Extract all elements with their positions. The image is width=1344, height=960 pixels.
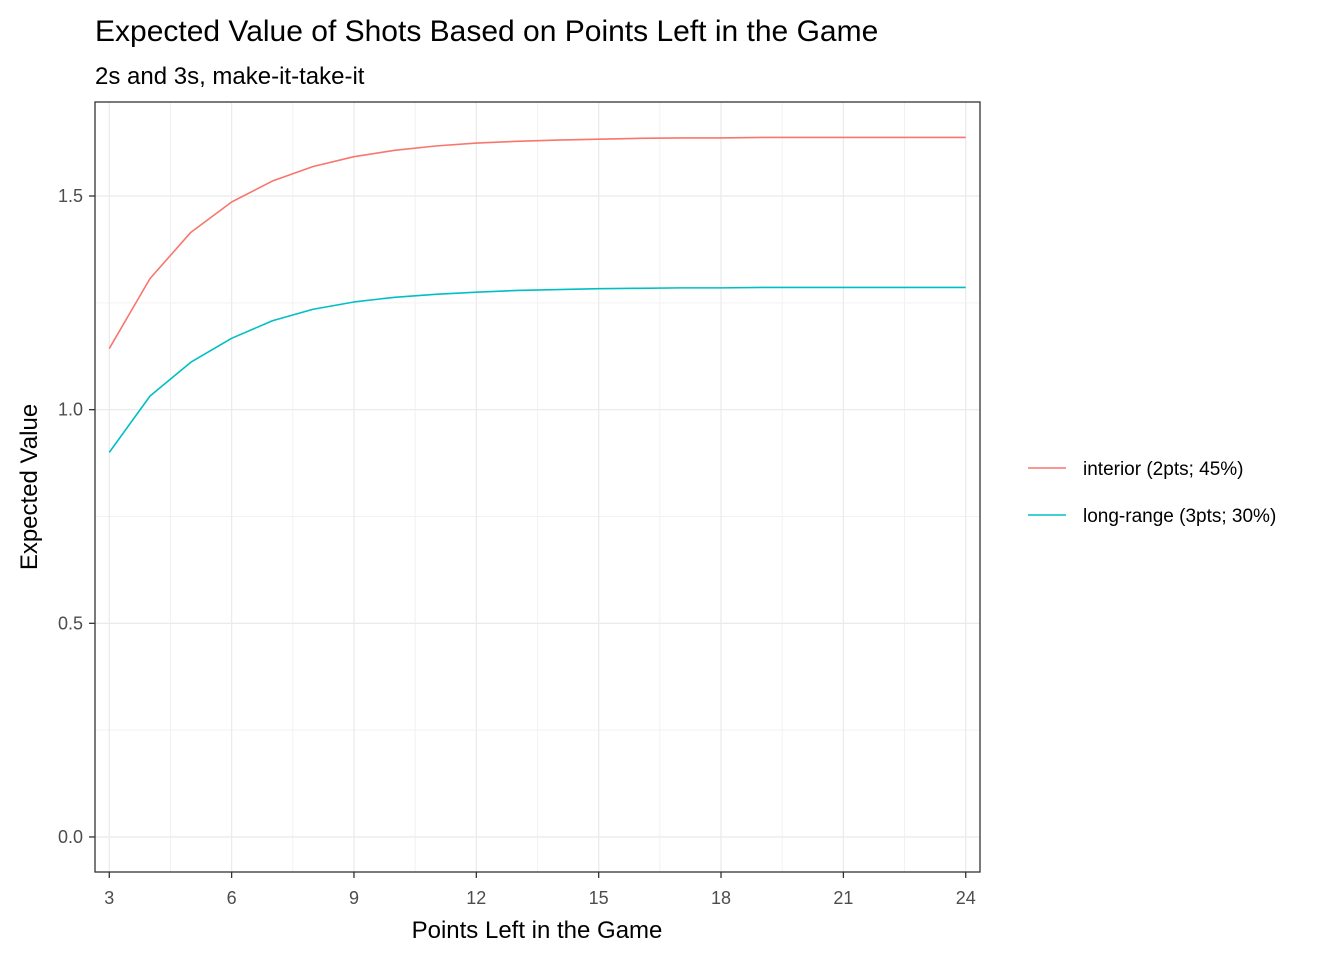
y-tick-label: 0.0 xyxy=(58,827,83,847)
y-tick-label: 0.5 xyxy=(58,613,83,633)
x-tick-label: 18 xyxy=(711,888,731,908)
x-tick-label: 21 xyxy=(833,888,853,908)
x-tick-label: 3 xyxy=(104,888,114,908)
x-tick-label: 6 xyxy=(227,888,237,908)
plot-panel-border xyxy=(94,101,981,873)
series-line-1 xyxy=(108,286,966,453)
grid-minor xyxy=(95,102,980,872)
chart-title: Expected Value of Shots Based on Points … xyxy=(95,15,878,48)
grid-major xyxy=(95,102,980,872)
series-line-0 xyxy=(108,136,966,349)
legend-label-1: long-range (3pts; 30%) xyxy=(1083,506,1276,527)
x-axis-title: Points Left in the Game xyxy=(412,917,663,944)
x-tick-label: 9 xyxy=(349,888,359,908)
y-axis: 0.0 0.5 1.0 1.5 xyxy=(58,186,95,847)
x-tick-label: 24 xyxy=(956,888,976,908)
x-axis: 3 6 9 12 15 18 21 24 xyxy=(104,872,976,908)
y-tick-label: 1.5 xyxy=(58,186,83,206)
chart-subtitle: 2s and 3s, make-it-take-it xyxy=(95,63,365,90)
x-tick-label: 15 xyxy=(589,888,609,908)
x-tick-label: 12 xyxy=(466,888,486,908)
series-lines xyxy=(108,136,966,453)
legend-label-0: interior (2pts; 45%) xyxy=(1083,459,1244,480)
legend: interior (2pts; 45%) long-range (3pts; 30… xyxy=(1028,459,1276,527)
y-axis-title: Expected Value xyxy=(16,404,43,570)
y-tick-label: 1.0 xyxy=(58,400,83,420)
